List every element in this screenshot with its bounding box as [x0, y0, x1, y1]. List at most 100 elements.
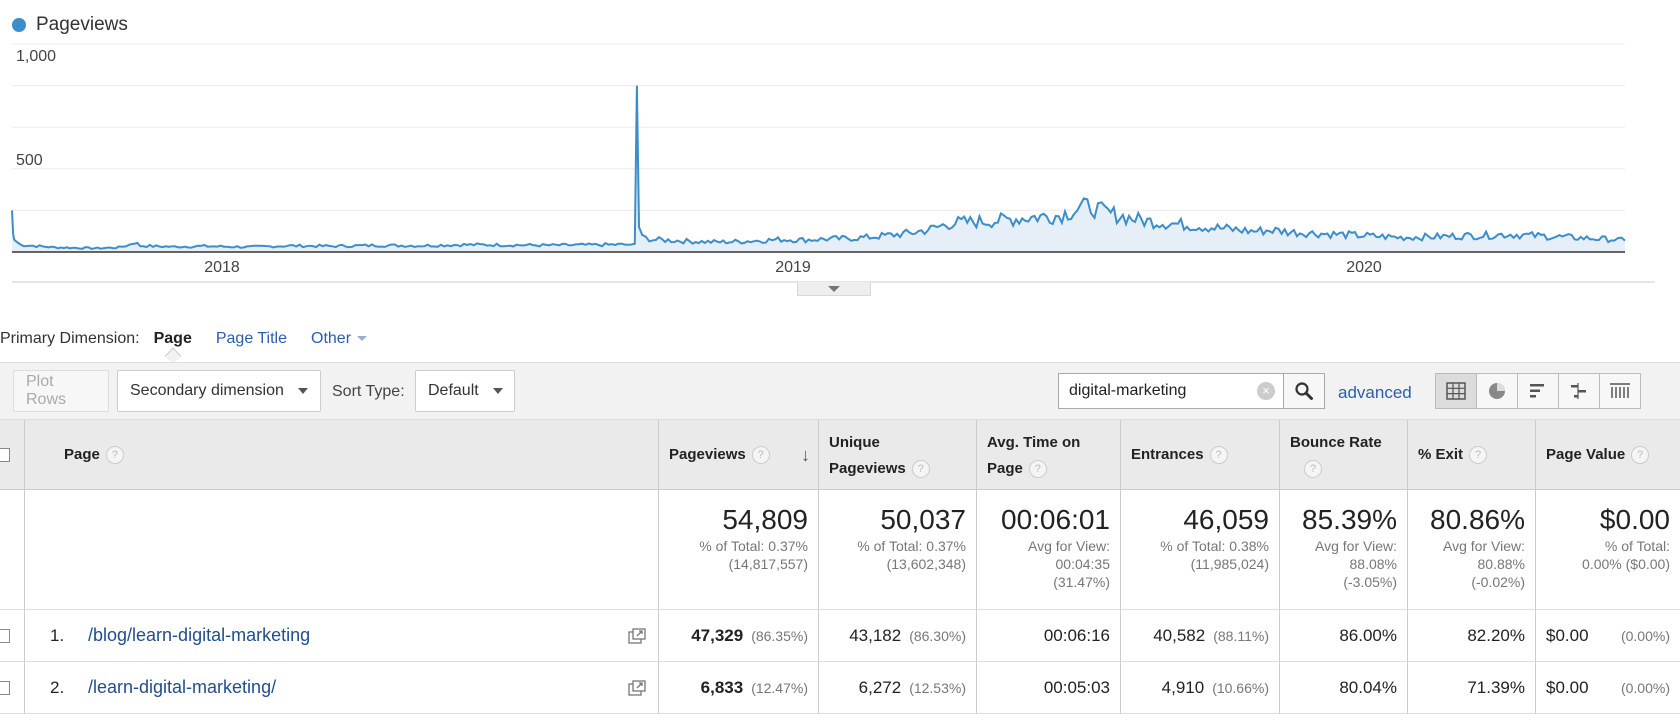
- legend-label: Pageviews: [36, 14, 128, 35]
- y-tick-500: 500: [16, 152, 43, 169]
- x-tick-2019: 2019: [775, 259, 811, 276]
- table-search-input[interactable]: digital-marketing: [1058, 373, 1284, 409]
- sort-type-dropdown[interactable]: Default: [415, 370, 515, 412]
- sort-descending-icon: ↓: [801, 445, 810, 465]
- view-table-button[interactable]: [1435, 373, 1477, 409]
- totals-exit-sub1: Avg for View:: [1443, 538, 1525, 554]
- row-pageviews-value: 47,329: [691, 625, 744, 645]
- row-unique: 43,182 (86.30%): [819, 610, 977, 662]
- row-bounce: 86.00%: [1280, 610, 1408, 662]
- header-avg-time-label-2: Page: [987, 460, 1023, 477]
- row-page-link[interactable]: /blog/learn-digital-marketing: [88, 625, 311, 645]
- totals-value-sub2: 0.00% ($0.00): [1582, 556, 1670, 572]
- row-exit-value: 82.20%: [1467, 625, 1525, 645]
- help-icon[interactable]: ?: [751, 446, 770, 465]
- clear-search-icon[interactable]: ×: [1257, 382, 1275, 400]
- row-index: 1.: [50, 625, 65, 645]
- row-pageviews-value: 6,833: [700, 677, 744, 697]
- table-row: [0, 662, 25, 714]
- plot-rows-button[interactable]: Plot Rows: [13, 370, 109, 412]
- totals-avg-time-sub1: Avg for View:: [1028, 538, 1110, 554]
- totals-avg-time-value: 00:06:01: [1001, 504, 1110, 535]
- row-bounce: 80.04%: [1280, 662, 1408, 714]
- chart-collapse-handle[interactable]: [797, 282, 871, 296]
- row-value: $0.00 (0.00%): [1536, 610, 1680, 662]
- row-unique-value: 6,272: [858, 677, 902, 697]
- totals-bounce-sub1: Avg for View:: [1315, 538, 1397, 554]
- row-avg-time-value: 00:05:03: [1043, 677, 1110, 697]
- header-unique-pageviews[interactable]: Unique Pageviews?: [819, 420, 977, 490]
- view-pie-button[interactable]: [1476, 373, 1518, 409]
- open-in-new-icon[interactable]: [628, 679, 646, 696]
- row-checkbox[interactable]: [0, 681, 10, 695]
- row-checkbox[interactable]: [0, 629, 10, 643]
- search-button[interactable]: [1283, 373, 1325, 409]
- header-unique-label-1: Unique: [829, 434, 880, 451]
- select-all-checkbox[interactable]: [0, 448, 10, 462]
- totals-value-value: $0.00: [1599, 504, 1670, 535]
- view-toggle-group: [1435, 373, 1641, 409]
- primary-dimension-page[interactable]: Page: [153, 330, 192, 365]
- header-unique-label-2: Pageviews: [829, 460, 906, 477]
- header-page-label: Page: [64, 446, 100, 463]
- row-page-link[interactable]: /learn-digital-marketing/: [88, 677, 277, 697]
- open-in-new-icon[interactable]: [628, 627, 646, 644]
- header-pageviews[interactable]: Pageviews? ↓: [659, 420, 819, 490]
- row-exit-value: 71.39%: [1467, 677, 1525, 697]
- table-row: [0, 610, 25, 662]
- header-page-value[interactable]: Page Value?: [1536, 420, 1680, 490]
- header-entrances-label: Entrances: [1131, 446, 1204, 463]
- sort-type-label: Sort Type:: [332, 383, 405, 400]
- row-value-value: $0.00: [1546, 625, 1589, 645]
- chevron-down-icon: [828, 285, 840, 292]
- header-bounce-label: Bounce Rate: [1290, 434, 1382, 451]
- totals-page-cell: [25, 490, 659, 610]
- totals-entrances-value: 46,059: [1183, 504, 1269, 535]
- header-entrances[interactable]: Entrances?: [1121, 420, 1280, 490]
- help-icon[interactable]: ?: [1028, 460, 1047, 479]
- row-entrances-pct: (88.11%): [1213, 627, 1269, 644]
- header-select-cell: [0, 420, 25, 490]
- secondary-dimension-label: Secondary dimension: [130, 382, 284, 399]
- view-comparison-button[interactable]: [1558, 373, 1600, 409]
- header-bounce-rate[interactable]: Bounce Rate ?: [1280, 420, 1408, 490]
- advanced-filter-link[interactable]: advanced: [1338, 383, 1412, 402]
- primary-dimension-other-label: Other: [311, 330, 352, 347]
- primary-dimension-page-title[interactable]: Page Title: [215, 330, 287, 347]
- totals-avg-time-sub3: (31.47%): [1053, 574, 1110, 590]
- totals-avg-time-sub2: 00:04:35: [1055, 556, 1111, 572]
- totals-value-sub1: % of Total:: [1604, 538, 1670, 554]
- totals-exit: 80.86% Avg for View: 80.88% (-0.02%): [1408, 490, 1536, 610]
- table-row-page-cell: 2. /learn-digital-marketing/: [25, 662, 659, 714]
- bar-chart-icon: [1530, 384, 1544, 398]
- view-bar-button[interactable]: [1517, 373, 1559, 409]
- header-page[interactable]: Page?: [25, 420, 659, 490]
- row-pageviews-pct: (12.47%): [751, 679, 808, 696]
- primary-dimension-other[interactable]: Other: [311, 330, 368, 348]
- totals-avg-time: 00:06:01 Avg for View: 00:04:35 (31.47%): [977, 490, 1121, 610]
- y-tick-1000: 1,000: [16, 48, 57, 65]
- row-entrances: 40,582 (88.11%): [1121, 610, 1280, 662]
- secondary-dimension-dropdown[interactable]: Secondary dimension: [117, 370, 321, 412]
- header-avg-time[interactable]: Avg. Time on Page?: [977, 420, 1121, 490]
- row-value: $0.00 (0.00%): [1536, 662, 1680, 714]
- help-icon[interactable]: ?: [1631, 446, 1650, 465]
- totals-entrances-sub1: % of Total: 0.38%: [1160, 538, 1269, 554]
- help-icon[interactable]: ?: [1209, 446, 1228, 465]
- row-avg-time: 00:06:16: [977, 610, 1121, 662]
- help-icon[interactable]: ?: [105, 446, 124, 465]
- view-pivot-button[interactable]: [1599, 373, 1641, 409]
- header-exit[interactable]: % Exit?: [1408, 420, 1536, 490]
- help-icon[interactable]: ?: [911, 460, 930, 479]
- totals-unique-sub1: % of Total: 0.37%: [857, 538, 966, 554]
- row-unique-value: 43,182: [849, 625, 902, 645]
- totals-unique-sub2: (13,602,348): [886, 556, 966, 572]
- totals-exit-value: 80.86%: [1430, 504, 1525, 535]
- x-tick-2020: 2020: [1346, 259, 1382, 276]
- help-icon[interactable]: ?: [1469, 446, 1488, 465]
- primary-dimension-label: Primary Dimension:: [0, 330, 140, 347]
- row-entrances-value: 40,582: [1153, 625, 1206, 645]
- primary-dimension-page-label: Page: [153, 330, 192, 347]
- x-tick-2018: 2018: [204, 259, 240, 276]
- help-icon[interactable]: ?: [1304, 460, 1322, 479]
